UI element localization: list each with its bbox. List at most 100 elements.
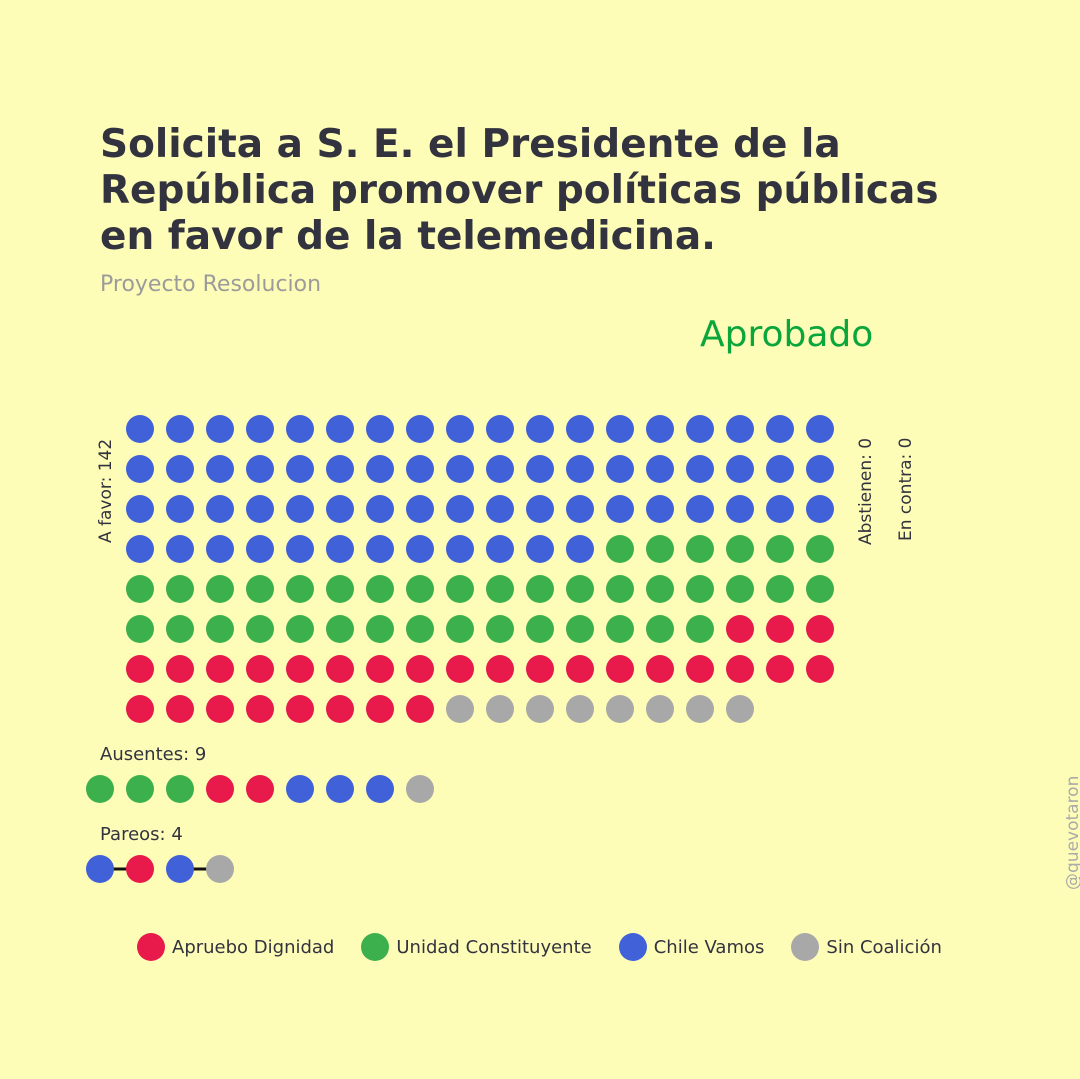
vote-dot-chile bbox=[246, 455, 274, 483]
legend-label-apruebo: Apruebo Dignidad bbox=[172, 936, 335, 958]
absent-dot-unidad bbox=[166, 775, 194, 803]
vote-dot-chile bbox=[446, 535, 474, 563]
vote-dot-chile bbox=[406, 535, 434, 563]
vote-dot-sin bbox=[606, 695, 634, 723]
vote-dot-unidad bbox=[206, 615, 234, 643]
vote-dot-apruebo bbox=[126, 695, 154, 723]
absent-dot-chile bbox=[366, 775, 394, 803]
vote-dot-apruebo bbox=[206, 695, 234, 723]
vote-dot-chile bbox=[646, 455, 674, 483]
vote-dot-unidad bbox=[606, 535, 634, 563]
vote-dot-sin bbox=[646, 695, 674, 723]
vote-dot-apruebo bbox=[126, 655, 154, 683]
vote-dot-apruebo bbox=[326, 655, 354, 683]
vote-dot-unidad bbox=[446, 615, 474, 643]
vote-dot-chile bbox=[526, 495, 554, 523]
vote-dot-chile bbox=[166, 455, 194, 483]
vote-dot-sin bbox=[726, 695, 754, 723]
vote-dot-apruebo bbox=[166, 695, 194, 723]
vote-dot-chile bbox=[326, 495, 354, 523]
vote-dot-unidad bbox=[246, 575, 274, 603]
vote-dot-chile bbox=[446, 415, 474, 443]
vote-dot-unidad bbox=[646, 575, 674, 603]
vote-dot-chile bbox=[606, 495, 634, 523]
pair-dot-sin bbox=[206, 855, 234, 883]
vote-dot-unidad bbox=[126, 575, 154, 603]
legend-swatch-sin bbox=[791, 933, 820, 961]
legend-label-chile: Chile Vamos bbox=[653, 936, 765, 958]
legend-swatch-unidad bbox=[361, 933, 390, 961]
page-subtitle: Proyecto Resolucion bbox=[100, 272, 322, 297]
vote-dot-apruebo bbox=[366, 695, 394, 723]
vote-dot-unidad bbox=[166, 575, 194, 603]
vote-dot-chile bbox=[126, 535, 154, 563]
ausentes-label: Ausentes: 9 bbox=[100, 744, 207, 765]
vote-dot-chile bbox=[726, 455, 754, 483]
vote-dot-apruebo bbox=[766, 655, 794, 683]
vote-dot-apruebo bbox=[166, 655, 194, 683]
vote-dot-unidad bbox=[206, 575, 234, 603]
vote-dot-unidad bbox=[366, 575, 394, 603]
vote-dot-unidad bbox=[566, 575, 594, 603]
absent-dot-apruebo bbox=[246, 775, 274, 803]
vote-dot-chile bbox=[206, 415, 234, 443]
legend-label-sin: Sin Coalición bbox=[826, 936, 942, 958]
vote-dot-apruebo bbox=[286, 655, 314, 683]
pair-dot-apruebo bbox=[126, 855, 154, 883]
vote-dot-chile bbox=[166, 415, 194, 443]
vote-dot-chile bbox=[126, 455, 154, 483]
vote-dot-chile bbox=[166, 535, 194, 563]
vote-dot-apruebo bbox=[246, 655, 274, 683]
vote-dot-chile bbox=[806, 455, 834, 483]
vote-dot-chile bbox=[406, 415, 434, 443]
vote-dot-chile bbox=[566, 455, 594, 483]
vote-dot-apruebo bbox=[726, 615, 754, 643]
vote-dot-unidad bbox=[566, 615, 594, 643]
vote-dot-chile bbox=[206, 495, 234, 523]
vote-dot-chile bbox=[246, 415, 274, 443]
vote-dot-unidad bbox=[726, 535, 754, 563]
vote-dot-chile bbox=[286, 415, 314, 443]
vote-dot-apruebo bbox=[406, 655, 434, 683]
result-status: Aprobado bbox=[700, 314, 874, 355]
vote-dot-unidad bbox=[726, 575, 754, 603]
pair-dot-chile bbox=[166, 855, 194, 883]
vote-dot-unidad bbox=[446, 575, 474, 603]
vote-dot-chile bbox=[326, 455, 354, 483]
vote-dot-apruebo bbox=[246, 695, 274, 723]
vote-dot-chile bbox=[406, 495, 434, 523]
vote-dot-chile bbox=[406, 455, 434, 483]
vote-dot-unidad bbox=[326, 615, 354, 643]
absent-dot-chile bbox=[326, 775, 354, 803]
vote-dot-chile bbox=[726, 415, 754, 443]
vote-dot-sin bbox=[446, 695, 474, 723]
page-title: Solicita a S. E. el Presidente de la Rep… bbox=[100, 122, 939, 259]
vote-dot-chile bbox=[526, 535, 554, 563]
vote-dot-apruebo bbox=[446, 655, 474, 683]
vote-dot-apruebo bbox=[646, 655, 674, 683]
vote-dot-unidad bbox=[126, 615, 154, 643]
vote-dot-unidad bbox=[646, 535, 674, 563]
legend-swatch-chile bbox=[618, 933, 647, 961]
vote-dot-chile bbox=[566, 495, 594, 523]
vote-dot-chile bbox=[366, 415, 394, 443]
vote-dot-sin bbox=[486, 695, 514, 723]
vote-dot-chile bbox=[126, 495, 154, 523]
vote-dot-chile bbox=[806, 415, 834, 443]
vote-dot-chile bbox=[486, 535, 514, 563]
vote-dot-sin bbox=[686, 695, 714, 723]
vote-dot-apruebo bbox=[766, 615, 794, 643]
vote-dot-chile bbox=[766, 415, 794, 443]
legend-label-unidad: Unidad Constituyente bbox=[396, 936, 592, 958]
vote-dot-chile bbox=[766, 495, 794, 523]
vote-dot-unidad bbox=[526, 575, 554, 603]
vote-dot-chile bbox=[246, 495, 274, 523]
vote-dot-sin bbox=[526, 695, 554, 723]
legend-item-chile: Chile Vamos bbox=[618, 933, 765, 961]
absent-dot-unidad bbox=[86, 775, 114, 803]
pareos-label: Pareos: 4 bbox=[100, 824, 183, 845]
vote-dot-chile bbox=[366, 535, 394, 563]
vote-dot-apruebo bbox=[486, 655, 514, 683]
vote-dot-unidad bbox=[406, 575, 434, 603]
